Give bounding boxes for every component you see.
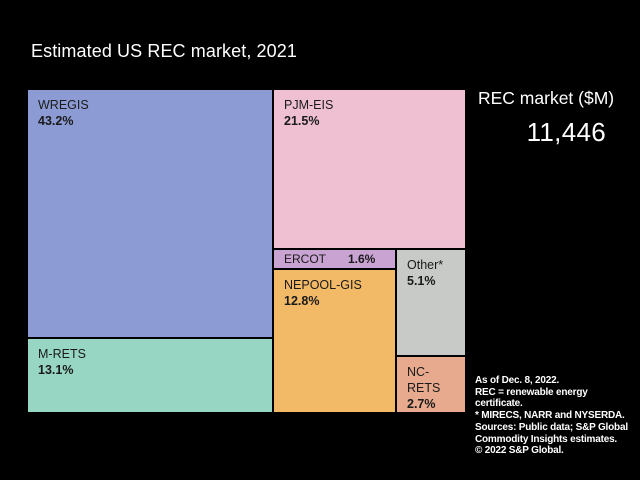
tile-percent: 43.2% [38,114,74,128]
tile-label: ERCOT 1.6% [274,250,395,268]
footnote-line: certificate. [475,398,523,410]
tile-label: PJM-EIS 21.5% [274,90,465,136]
tile-label: NEPOOL-GIS 12.8% [274,270,395,316]
tile-label: M-RETS 13.1% [28,339,272,385]
tile-name: ERCOT [284,252,326,266]
tile-label: NC-RETS 2.7% [397,357,465,419]
tile-name: NEPOOL-GIS [284,278,362,292]
tile-percent: 5.1% [407,274,436,288]
tile-name: PJM-EIS [284,98,334,112]
treemap-tile-nc-rets: NC-RETS 2.7% [397,357,465,412]
tile-percent: 12.8% [284,294,320,308]
tile-percent: 2.7% [407,397,436,411]
tile-name: WREGIS [38,98,89,112]
rec-market-total-value: 11,446 [526,117,606,147]
tile-name: Other* [407,258,444,272]
footnotes: As of Dec. 8, 2022. REC = renewable ener… [475,375,640,457]
tile-label: WREGIS 43.2% [28,90,272,136]
tile-percent: 21.5% [284,114,320,128]
treemap-tile-other: Other* 5.1% [397,250,465,355]
footnote-line: © 2022 S&P Global. [475,445,564,457]
rec-market-total-label: REC market ($M) [478,88,615,108]
footnote-line: As of Dec. 8, 2022. [475,375,560,386]
tile-percent: 1.6% [348,252,376,266]
tile-percent: 13.1% [38,363,74,377]
tile-label: Other* 5.1% [397,250,465,296]
footnote-line: Commodity Insights estimates. [475,433,618,445]
treemap-tile-wregis: WREGIS 43.2% [28,90,272,337]
footnote-line: * MIRECS, NARR and NYSERDA. [475,410,625,422]
footnote-line: REC = renewable energy [475,386,588,398]
treemap-tile-nepool-gis: NEPOOL-GIS 12.8% [274,270,395,412]
treemap-tile-pjm-eis: PJM-EIS 21.5% [274,90,465,248]
treemap-tile-ercot: ERCOT 1.6% [274,250,395,268]
footnote-line: Sources: Public data; S&P Global [475,421,628,433]
chart-title: Estimated US REC market, 2021 [31,41,298,61]
treemap-tile-m-rets: M-RETS 13.1% [28,339,272,412]
tile-name: M-RETS [38,347,86,361]
tile-name: NC-RETS [407,365,441,395]
treemap: WREGIS 43.2% PJM-EIS 21.5% M-RETS 13.1% … [28,90,465,412]
